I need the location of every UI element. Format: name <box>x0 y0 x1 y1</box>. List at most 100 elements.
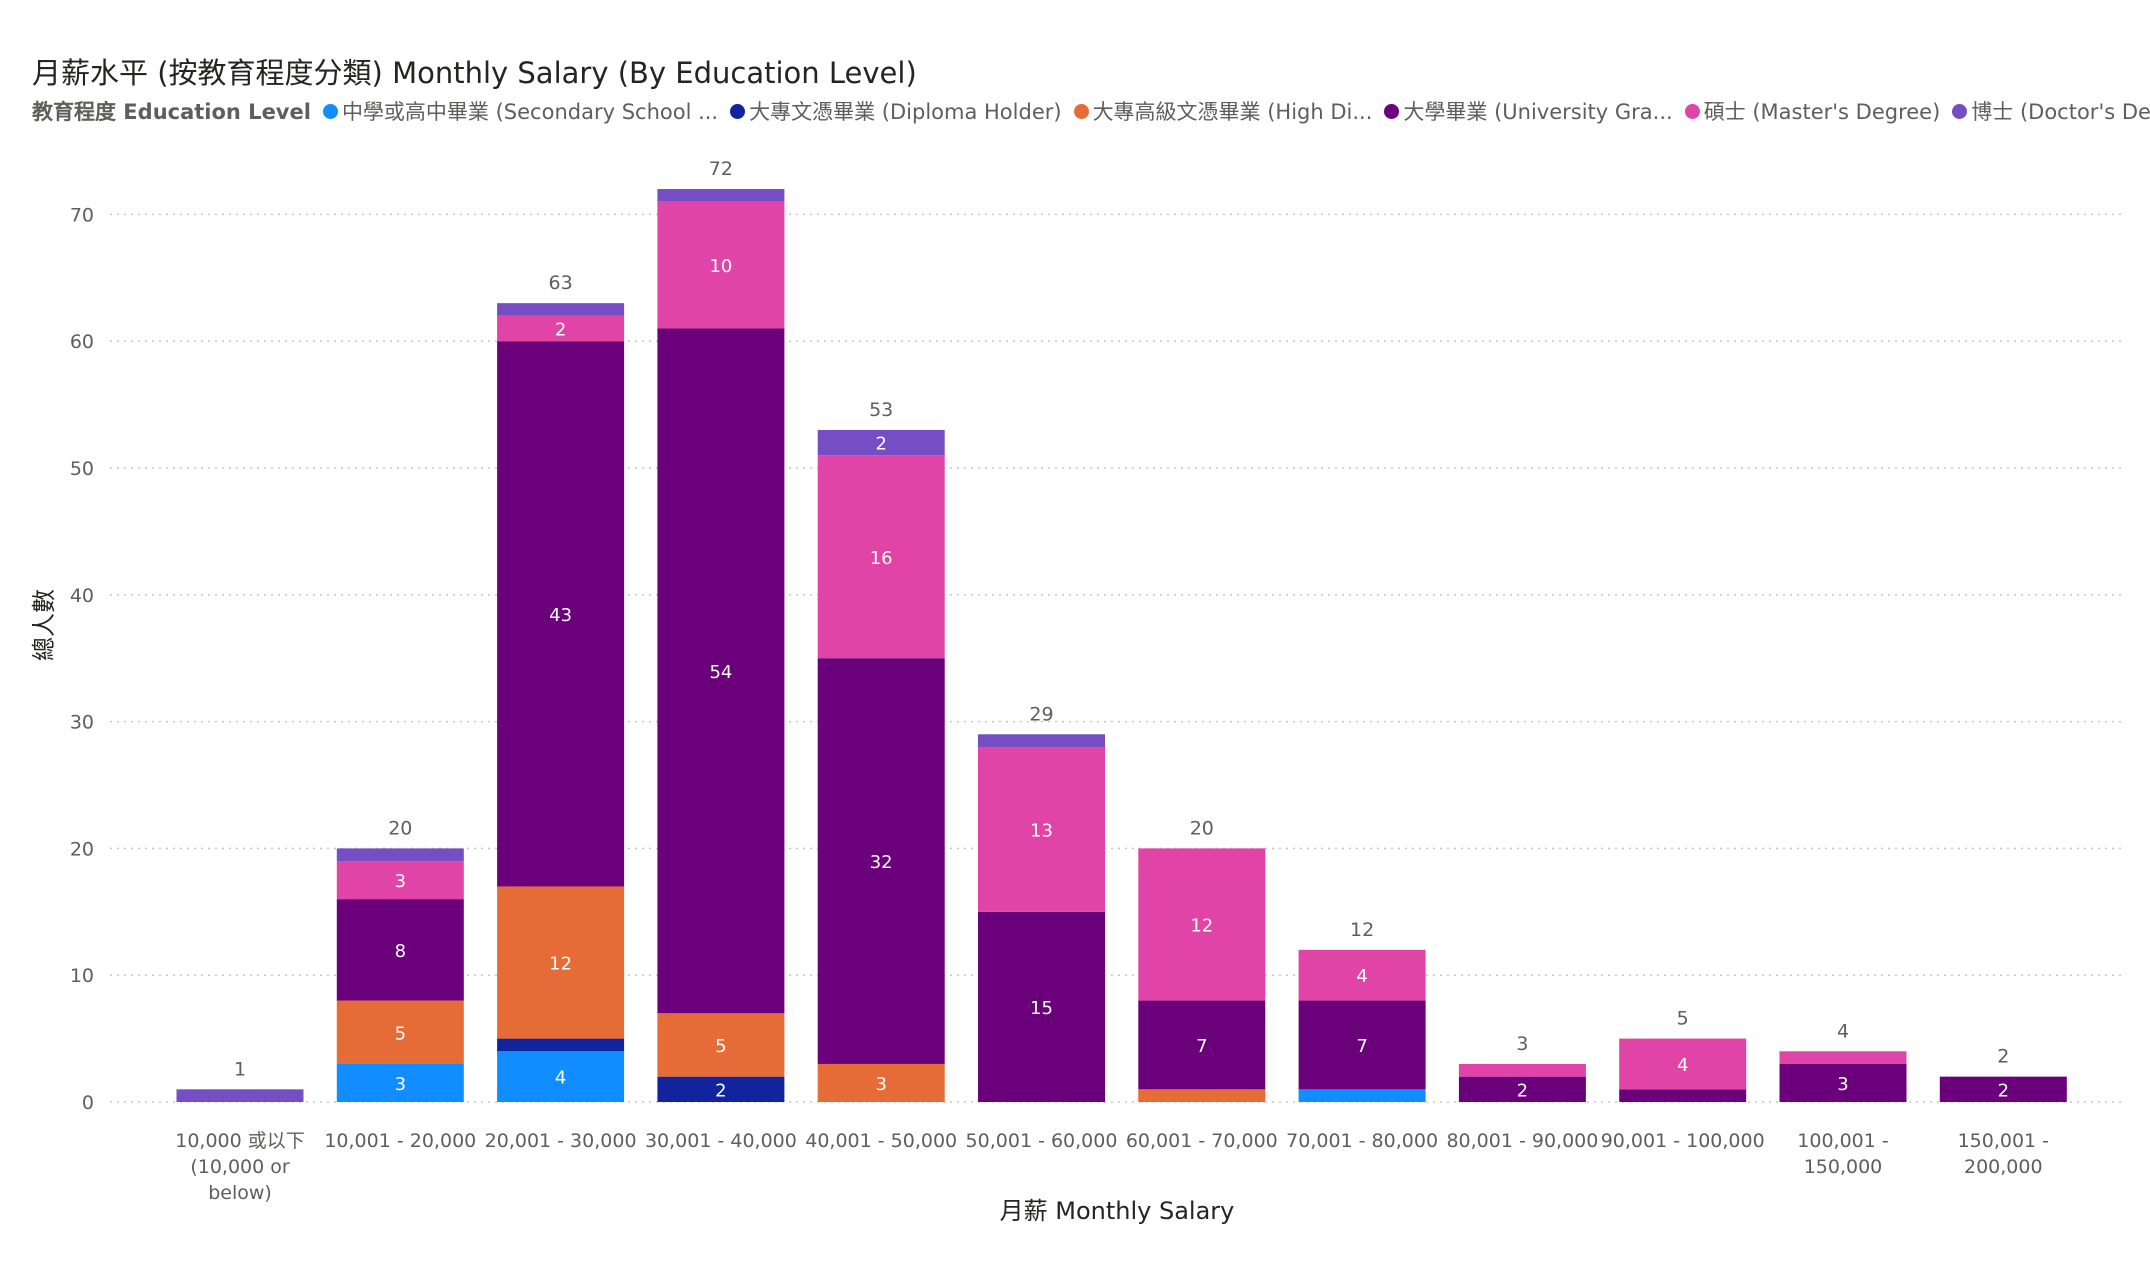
x-tick-line: 40,001 - 50,000 <box>805 1130 957 1152</box>
total-label: 53 <box>869 399 893 421</box>
bar-segment <box>336 1000 464 1064</box>
x-tick-label: 70,001 - 80,000 <box>1286 1130 1438 1152</box>
bar-segment <box>817 429 945 456</box>
segment-label: 4 <box>555 1068 566 1089</box>
legend-item[interactable]: 大專高級文憑畢業 (High Di... <box>1073 96 1372 126</box>
bar-segment <box>336 848 464 862</box>
bar-segment <box>336 861 464 900</box>
y-tick-label: 40 <box>70 585 94 607</box>
segment-label: 4 <box>1677 1055 1688 1076</box>
segment-label: 13 <box>1030 820 1053 841</box>
y-tick-label: 0 <box>82 1092 94 1114</box>
segment-label: 54 <box>709 662 732 683</box>
legend-marker <box>730 103 746 119</box>
bar-segment <box>1939 1076 2067 1102</box>
y-tick-label: 10 <box>70 965 94 987</box>
x-tick-line: 150,001 - <box>1958 1130 2049 1152</box>
bar-segment <box>978 911 1105 1102</box>
legend-item[interactable]: 碩士 (Master's Degree) <box>1684 96 1941 126</box>
bar-segment <box>1458 1076 1586 1102</box>
y-tick-label: 30 <box>70 712 94 734</box>
x-tick-line: 30,001 - 40,000 <box>645 1130 797 1152</box>
total-label: 4 <box>1837 1020 1849 1042</box>
total-label: 2 <box>1997 1046 2009 1068</box>
bar-segment <box>1138 1000 1266 1090</box>
x-tick-line: 10,001 - 20,000 <box>324 1130 476 1152</box>
legend-item[interactable]: 博士 (Doctor's Degr... <box>1952 96 2150 126</box>
legend-marker <box>322 103 338 119</box>
total-label: 20 <box>1190 817 1214 839</box>
segment-label: 2 <box>1517 1080 1528 1101</box>
x-axis-title: 月薪 Monthly Salary <box>1000 1197 1235 1225</box>
bar-segment <box>336 899 464 1001</box>
x-tick-label: 20,001 - 30,000 <box>485 1130 637 1152</box>
segment-label: 2 <box>875 434 886 455</box>
bar-segment <box>817 658 945 1064</box>
bar-segment <box>978 746 1105 912</box>
bar-segment <box>497 315 625 342</box>
segment-label: 15 <box>1030 998 1053 1019</box>
bar-segment <box>1138 1089 1266 1102</box>
x-tick-line: 50,001 - 60,000 <box>966 1130 1118 1152</box>
segment-label: 3 <box>875 1074 886 1095</box>
bar-segment <box>1138 848 1266 1001</box>
x-tick-line: 20,001 - 30,000 <box>485 1130 637 1152</box>
bar-segment <box>336 1063 464 1102</box>
total-label: 29 <box>1029 703 1053 725</box>
y-tick-label: 70 <box>70 204 94 226</box>
bar-segment <box>176 1089 304 1102</box>
x-tick-label: 50,001 - 60,000 <box>966 1130 1118 1152</box>
total-label: 72 <box>709 158 733 180</box>
x-tick-line: 100,001 - <box>1797 1130 1888 1152</box>
x-tick-label: 10,000 或以下 (10,000 or below) <box>175 1130 305 1204</box>
segment-label: 2 <box>1998 1080 2009 1101</box>
x-tick-line: below) <box>208 1182 272 1204</box>
bar-segment <box>497 341 625 887</box>
bar-segment <box>657 201 785 329</box>
bar-segment <box>1298 1089 1426 1102</box>
bar-segment <box>1619 1038 1747 1090</box>
legend-label: 大學畢業 (University Gra... <box>1403 100 1673 124</box>
x-tick-label: 90,001 - 100,000 <box>1601 1130 1765 1152</box>
x-tick-label: 150,001 - 200,000 <box>1958 1130 2049 1178</box>
segment-label: 8 <box>395 941 406 962</box>
x-tick-line: 80,001 - 90,000 <box>1446 1130 1598 1152</box>
legend-marker <box>1073 103 1089 119</box>
y-tick-label: 50 <box>70 458 94 480</box>
y-axis-ticks: 0 10 20 30 40 50 60 70 <box>70 204 94 1114</box>
segment-label: 32 <box>870 852 893 873</box>
legend-marker <box>1384 103 1400 119</box>
segment-label: 12 <box>549 954 572 975</box>
segment-label: 7 <box>1196 1036 1207 1057</box>
y-axis-title: 總人數 <box>30 589 58 661</box>
segment-label: 16 <box>870 548 893 569</box>
segment-label: 12 <box>1190 915 1213 936</box>
legend-item[interactable]: 中學或高中畢業 (Secondary School ... <box>322 96 718 126</box>
legend-item[interactable]: 大學畢業 (University Gra... <box>1384 96 1673 126</box>
x-tick-line: 200,000 <box>1964 1156 2043 1178</box>
total-label: 5 <box>1677 1008 1689 1030</box>
segment-label: 3 <box>395 1074 406 1095</box>
x-tick-line: 60,001 - 70,000 <box>1126 1130 1278 1152</box>
bar-segment <box>657 328 785 1014</box>
bar-segment <box>1298 949 1426 1001</box>
bar-segment <box>657 1013 785 1077</box>
y-tick-label: 20 <box>70 838 94 860</box>
bar-segment <box>1779 1051 1907 1064</box>
bars <box>176 189 2067 1102</box>
legend-label: 碩士 (Master's Degree) <box>1703 100 1941 124</box>
bar-segment <box>817 455 945 659</box>
legend: 教育程度 Education Level 中學或高中畢業 (Secondary … <box>32 96 2150 126</box>
legend-title: 教育程度 Education Level <box>32 100 311 124</box>
bar-segment <box>497 303 625 316</box>
x-tick-line: 150,000 <box>1804 1156 1883 1178</box>
x-tick-line: 90,001 - 100,000 <box>1601 1130 1765 1152</box>
segment-label: 5 <box>395 1023 406 1044</box>
x-tick-label: 60,001 - 70,000 <box>1126 1130 1278 1152</box>
legend-item[interactable]: 大專文憑畢業 (Diploma Holder) <box>730 96 1062 126</box>
bar-segment <box>1458 1063 1586 1077</box>
y-tick-label: 60 <box>70 331 94 353</box>
legend-label: 大專文憑畢業 (Diploma Holder) <box>749 100 1062 124</box>
x-tick-line: 70,001 - 80,000 <box>1286 1130 1438 1152</box>
